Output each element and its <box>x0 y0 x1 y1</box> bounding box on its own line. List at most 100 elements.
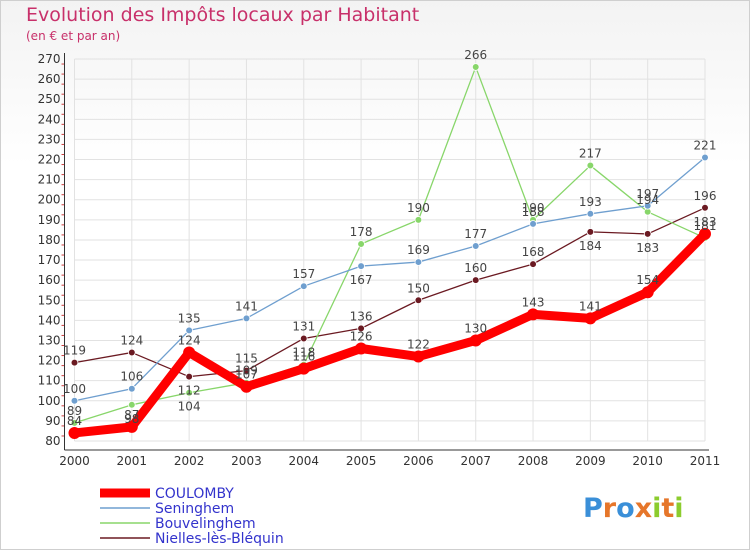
label-Seninghem-2004: 157 <box>292 267 315 281</box>
point-COULOMBY-2010 <box>641 286 654 299</box>
label-Bouvelinghem-2005: 178 <box>350 225 373 239</box>
x-tick-2006: 2006 <box>403 454 434 468</box>
label-Seninghem-2003: 141 <box>235 299 258 313</box>
series-line-Seninghem <box>73 156 706 402</box>
label-COULOMBY-2004: 116 <box>292 350 315 364</box>
x-tick-2001: 2001 <box>117 454 148 468</box>
point-Bouvelinghem-2009 <box>586 161 595 170</box>
point-Nielles-lès-Bléquin-2006 <box>414 296 423 305</box>
series-line-Nielles-lès-Bléquin <box>73 207 706 378</box>
logo-letter: o <box>616 493 635 524</box>
y-tick-90: 90 <box>45 414 60 428</box>
point-Bouvelinghem-2002 <box>185 388 193 397</box>
point-Seninghem-2002 <box>185 326 193 335</box>
label-Seninghem-2010: 197 <box>636 187 659 201</box>
point-Nielles-lès-Bléquin-2009 <box>586 228 595 236</box>
point-Seninghem-2011 <box>701 153 709 162</box>
label-Nielles-lès-Bléquin-2007: 160 <box>464 261 487 275</box>
point-COULOMBY-2000 <box>68 426 81 439</box>
point-Seninghem-2008 <box>529 220 537 228</box>
label-Seninghem-2002: 135 <box>178 311 201 325</box>
label-Seninghem-2005: 167 <box>350 273 373 287</box>
label-Nielles-lès-Bléquin-2009: 184 <box>579 239 602 253</box>
point-Bouvelinghem-2001 <box>128 401 136 409</box>
label-Nielles-lès-Bléquin-2003: 115 <box>235 352 258 366</box>
y-tick-240: 240 <box>38 112 61 126</box>
label-Bouvelinghem-2010: 194 <box>636 193 659 207</box>
point-Seninghem-2004 <box>299 282 308 290</box>
label-Nielles-lès-Bléquin-2005: 136 <box>350 309 373 323</box>
point-Nielles-lès-Bléquin-2002 <box>185 372 193 381</box>
y-tick-110: 110 <box>38 374 61 388</box>
label-Bouvelinghem-2002: 104 <box>178 400 201 414</box>
point-COULOMBY-2008 <box>527 308 540 321</box>
point-Seninghem-2010 <box>643 201 652 210</box>
y-tick-220: 220 <box>38 153 61 167</box>
legend-label-Nielles-lès-Bléquin: Nielles-lès-Bléquin <box>155 531 284 547</box>
y-tick-80: 80 <box>45 434 60 448</box>
label-Nielles-lès-Bléquin-2006: 150 <box>407 281 430 295</box>
label-Nielles-lès-Bléquin-2004: 131 <box>292 319 315 333</box>
label-COULOMBY-2010: 154 <box>636 273 659 287</box>
logo-letter: i <box>674 493 683 524</box>
point-Nielles-lès-Bléquin-2011 <box>701 203 709 212</box>
legend-label-COULOMBY: COULOMBY <box>155 486 234 502</box>
y-tick-120: 120 <box>38 354 61 368</box>
point-Nielles-lès-Bléquin-2000 <box>70 358 79 367</box>
y-tick-200: 200 <box>38 193 61 207</box>
y-tick-190: 190 <box>38 213 61 227</box>
proxiti-logo: Proxiti <box>583 493 684 524</box>
label-Bouvelinghem-2004: 118 <box>292 346 315 360</box>
point-Seninghem-2001 <box>128 384 136 393</box>
label-COULOMBY-2007: 130 <box>464 321 487 335</box>
legend: COULOMBYSeninghemBouvelinghemNielles-lès… <box>100 486 284 547</box>
point-Seninghem-2007 <box>471 242 480 250</box>
label-Nielles-lès-Bléquin-2000: 119 <box>63 344 86 358</box>
x-tick-2004: 2004 <box>288 454 319 468</box>
series-line-Bouvelinghem <box>73 66 706 424</box>
point-Nielles-lès-Bléquin-2008 <box>529 260 537 268</box>
label-COULOMBY-2003: 107 <box>235 368 258 382</box>
y-tick-260: 260 <box>38 72 61 86</box>
point-Seninghem-2003 <box>242 314 251 323</box>
point-Bouvelinghem-2000 <box>70 419 79 427</box>
point-Bouvelinghem-2006 <box>414 216 423 224</box>
point-Seninghem-2006 <box>414 258 423 266</box>
label-Bouvelinghem-2001: 98 <box>124 412 139 426</box>
point-COULOMBY-2011 <box>699 227 711 240</box>
label-Bouvelinghem-2011: 181 <box>694 219 717 233</box>
point-Bouvelinghem-2007 <box>471 63 480 71</box>
x-tick-2010: 2010 <box>632 454 663 468</box>
label-COULOMBY-2009: 141 <box>579 299 602 313</box>
x-tick-2003: 2003 <box>231 454 262 468</box>
label-COULOMBY-2000: 84 <box>67 414 82 428</box>
label-COULOMBY-2002: 124 <box>178 334 201 348</box>
axes: 8090100110120130140150160170180190200210… <box>38 52 721 468</box>
label-Bouvelinghem-2000: 89 <box>67 404 82 418</box>
label-Bouvelinghem-2009: 217 <box>579 147 602 161</box>
label-COULOMBY-2001: 87 <box>124 408 139 422</box>
label-Seninghem-2011: 221 <box>694 139 717 153</box>
label-Nielles-lès-Bléquin-2008: 168 <box>522 245 545 259</box>
series-line-COULOMBY <box>70 229 710 438</box>
label-Nielles-lès-Bléquin-2010: 183 <box>636 241 659 255</box>
logo-letter: i <box>652 493 661 524</box>
point-COULOMBY-2002 <box>183 346 196 359</box>
point-Nielles-lès-Bléquin-2001 <box>128 348 136 357</box>
legend-label-Bouvelinghem: Bouvelinghem <box>155 516 256 532</box>
point-COULOMBY-2001 <box>125 420 138 433</box>
point-Seninghem-2005 <box>357 262 365 270</box>
label-Nielles-lès-Bléquin-2002: 112 <box>178 384 201 398</box>
data-labels: 119 124 112 115 131 136 150 160 168 184 183 196 89 98… <box>63 48 716 428</box>
y-tick-270: 270 <box>38 52 61 66</box>
x-tick-2011: 2011 <box>690 454 721 468</box>
label-Seninghem-2001: 106 <box>120 370 143 384</box>
y-tick-170: 170 <box>38 253 61 267</box>
logo-letter: t <box>661 493 674 524</box>
grid-lines <box>74 58 706 442</box>
point-Seninghem-2000 <box>70 396 79 405</box>
y-tick-160: 160 <box>38 273 61 287</box>
logo-letter: x <box>635 493 652 524</box>
legend-label-Seninghem: Seninghem <box>155 501 234 517</box>
y-tick-130: 130 <box>38 333 61 347</box>
